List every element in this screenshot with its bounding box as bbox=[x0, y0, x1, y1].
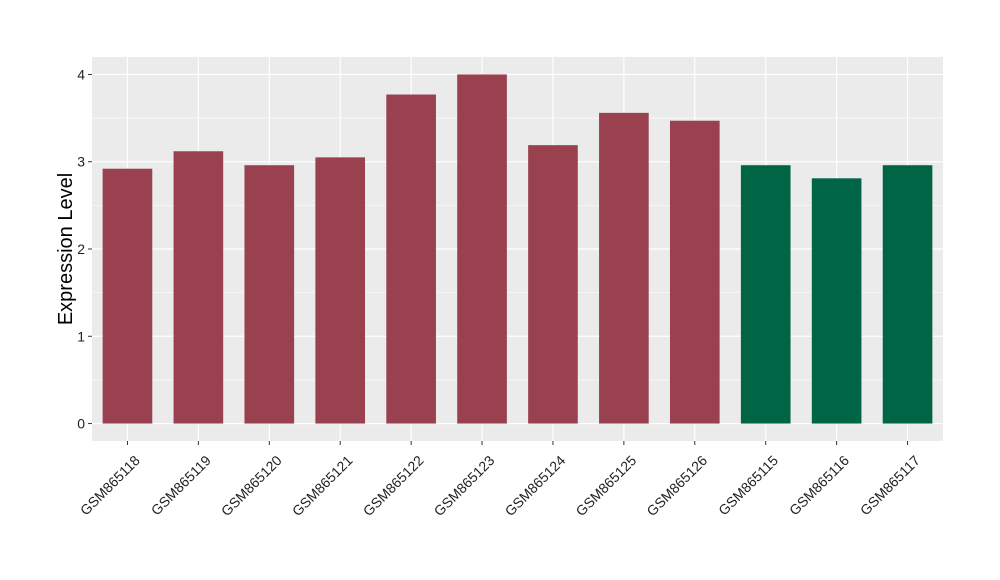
y-axis-title: Expression Level bbox=[55, 173, 77, 325]
bar-GSM865123 bbox=[457, 74, 507, 424]
bar-GSM865125 bbox=[599, 112, 649, 424]
bar-GSM865120 bbox=[244, 165, 295, 424]
bar-GSM865117 bbox=[882, 165, 933, 424]
bars bbox=[102, 74, 933, 424]
bar-GSM865118 bbox=[102, 168, 153, 424]
x-tick-label: GSM865126 bbox=[643, 452, 710, 519]
minor-gridlines bbox=[92, 117, 943, 381]
y-tick-label: 4 bbox=[77, 66, 85, 82]
x-tick-label: GSM865122 bbox=[360, 452, 427, 519]
bar-GSM865124 bbox=[528, 145, 578, 424]
x-tick-label: GSM865124 bbox=[502, 452, 569, 519]
x-tick-label: GSM865117 bbox=[857, 452, 923, 518]
x-tick-label: GSM865115 bbox=[715, 452, 781, 518]
bar-GSM865116 bbox=[811, 178, 862, 424]
y-axis: 0 1 2 3 4 bbox=[77, 66, 92, 432]
x-tick-label: GSM865119 bbox=[148, 452, 214, 518]
y-tick-label: 3 bbox=[77, 154, 85, 170]
bar-GSM865121 bbox=[315, 157, 366, 424]
bar-GSM865122 bbox=[386, 94, 436, 424]
y-tick-label: 0 bbox=[77, 416, 85, 432]
y-tick-label: 2 bbox=[77, 241, 85, 257]
x-tick-label: GSM865123 bbox=[431, 452, 498, 519]
x-tick-label: GSM865120 bbox=[218, 452, 285, 519]
x-axis: GSM865118 GSM865119 GSM865120 GSM865121 GSM8… bbox=[77, 441, 923, 519]
bar-GSM865119 bbox=[173, 151, 224, 424]
x-tick-label: GSM865116 bbox=[786, 452, 852, 518]
x-tick-label: GSM865125 bbox=[572, 452, 639, 519]
x-tick-label: GSM865121 bbox=[289, 452, 356, 519]
bar-GSM865115 bbox=[740, 165, 791, 424]
y-tick-label: 1 bbox=[77, 328, 85, 344]
x-tick-label: GSM865118 bbox=[77, 452, 143, 518]
bar-GSM865126 bbox=[669, 120, 720, 424]
